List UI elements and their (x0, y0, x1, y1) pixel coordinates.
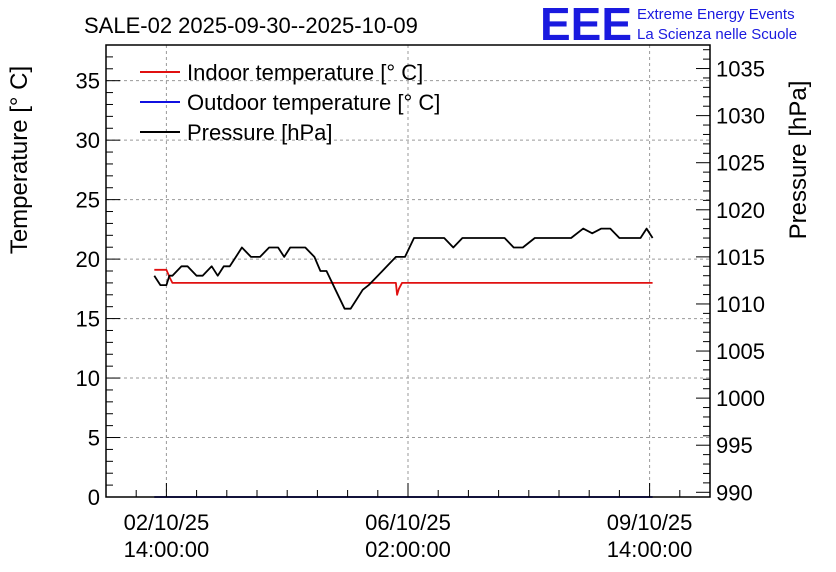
series-lines (153, 227, 654, 498)
left-tick-label: 5 (88, 426, 100, 451)
left-tick-label: 0 (88, 485, 100, 510)
right-tick-label: 1030 (716, 104, 765, 129)
eee-logo: EEE Extreme Energy Events La Scienza nel… (540, 0, 797, 50)
left-tick-label: 25 (76, 188, 100, 213)
series-pressure (153, 227, 654, 310)
right-tick-label: 1020 (716, 198, 765, 223)
left-tick-label: 30 (76, 128, 100, 153)
left-axis: 0 5 10 15 20 25 30 35 (76, 44, 120, 510)
left-tick-label: 15 (76, 307, 100, 332)
y-axis-label-left: Temperature [° C] (6, 66, 33, 254)
right-tick-label: 1010 (716, 292, 765, 317)
right-tick-label: 1035 (716, 57, 765, 82)
right-tick-label: 1025 (716, 151, 765, 176)
series-indoor-temperature (154, 268, 653, 296)
right-tick-label: 1005 (716, 339, 765, 364)
legend: Indoor temperature [° C] Outdoor tempera… (140, 60, 440, 145)
x-tick-label-time: 14:00:00 (124, 537, 210, 562)
x-axis: 02/10/2514:00:0006/10/2502:00:0009/10/25… (105, 483, 711, 562)
legend-label-indoor: Indoor temperature [° C] (187, 60, 423, 85)
right-tick-label: 995 (716, 433, 753, 458)
x-tick-label-date: 09/10/25 (607, 510, 693, 535)
right-axis: 990 995 1000 1005 1010 1015 1020 1025 1030 1035 (696, 49, 765, 505)
logo-letters: EEE (540, 0, 632, 50)
grid (106, 45, 710, 497)
legend-label-pressure: Pressure [hPa] (187, 120, 333, 145)
x-tick-label-date: 06/10/25 (365, 510, 451, 535)
x-tick-label-time: 14:00:00 (607, 537, 693, 562)
x-tick-label-date: 02/10/25 (124, 510, 210, 535)
chart-title: SALE-02 2025-09-30--2025-10-09 (84, 13, 418, 38)
logo-line-2: La Scienza nelle Scuole (637, 26, 797, 43)
left-tick-label: 10 (76, 366, 100, 391)
x-tick-label-time: 02:00:00 (365, 537, 451, 562)
right-tick-label: 1000 (716, 386, 765, 411)
left-tick-label: 20 (76, 247, 100, 272)
logo-line-1: Extreme Energy Events (637, 6, 795, 23)
y-axis-label-right: Pressure [hPa] (785, 81, 812, 240)
left-tick-label: 35 (76, 69, 100, 94)
right-tick-label: 1015 (716, 245, 765, 270)
right-tick-label: 990 (716, 480, 753, 505)
legend-label-outdoor: Outdoor temperature [° C] (187, 90, 440, 115)
